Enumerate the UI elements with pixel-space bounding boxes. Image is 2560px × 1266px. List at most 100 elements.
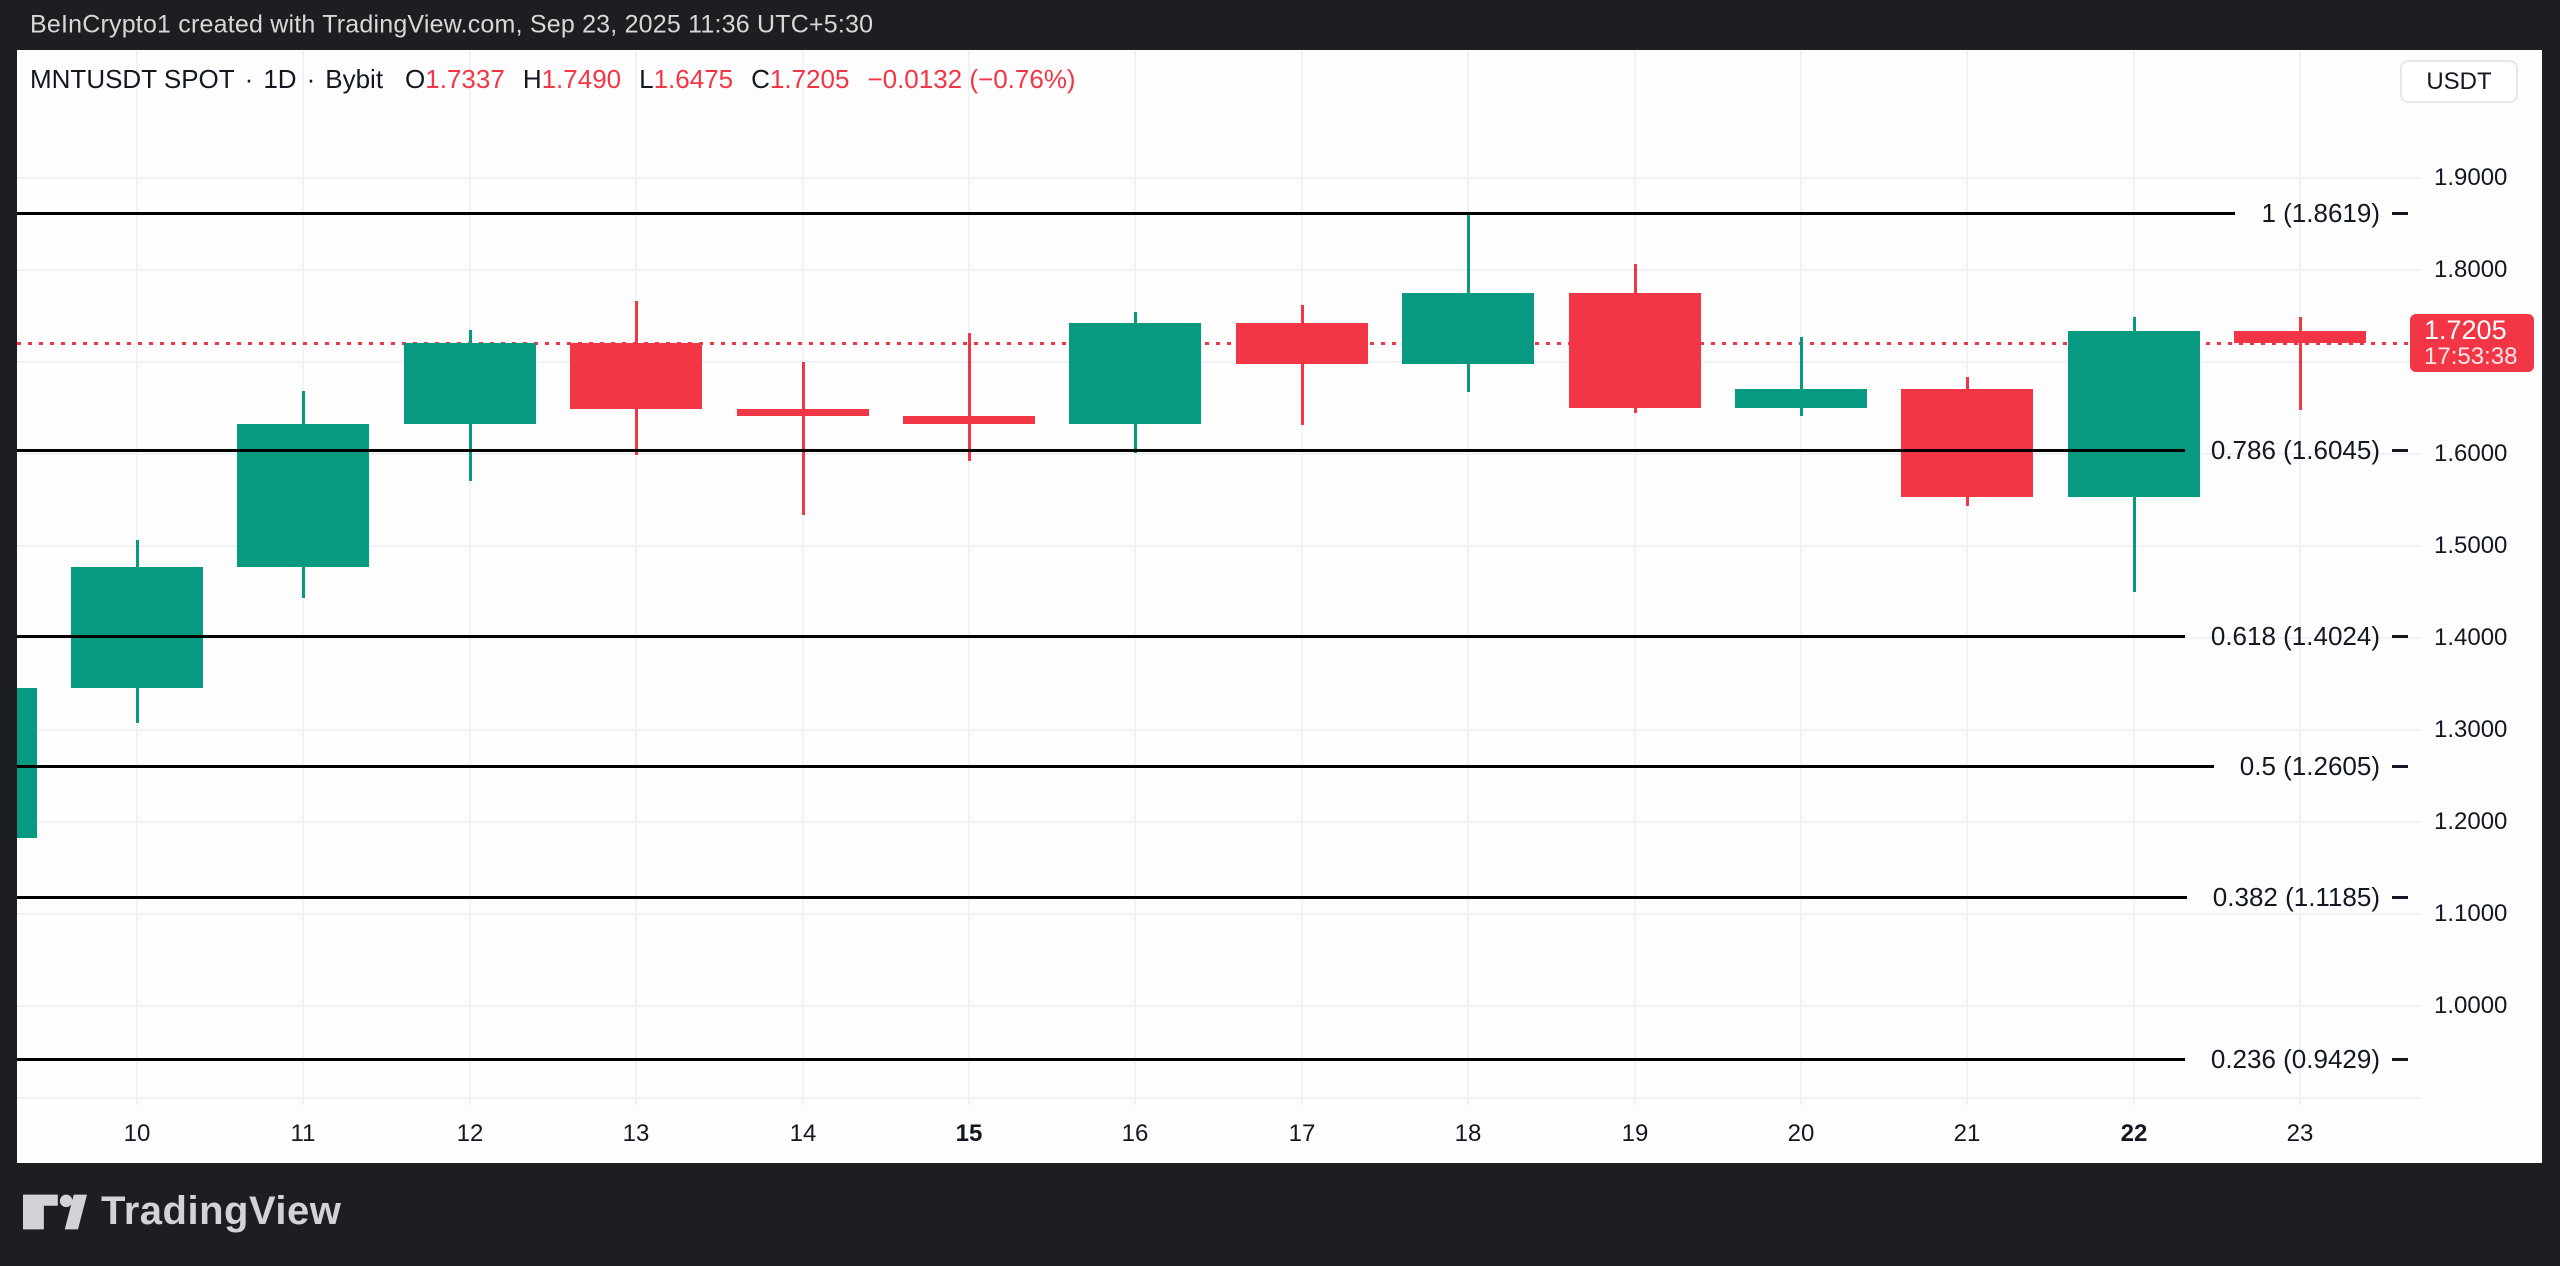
exchange-label: Bybit — [325, 64, 384, 94]
date-tick-17: 17 — [1288, 1120, 1316, 1147]
price-tick-1.2000: 1.2000 — [2434, 808, 2508, 835]
fib-label-0.236: 0.236 (0.9429) — [2210, 1043, 2380, 1074]
last-price-dotted-line — [17, 342, 2420, 345]
fib-label-0.382: 0.382 (1.1185) — [2212, 881, 2380, 912]
date-tick-11: 11 — [290, 1120, 316, 1147]
price-tick-1.0000: 1.0000 — [2434, 992, 2508, 1019]
candle-wick-15 — [968, 333, 971, 461]
price-tick-1.5000: 1.5000 — [2434, 532, 2508, 559]
price-tick-1.3000: 1.3000 — [2434, 716, 2508, 743]
horizontal-gridline — [17, 637, 2420, 639]
horizontal-gridline — [17, 177, 2420, 179]
vertical-gridline — [2299, 50, 2301, 1105]
candle-body-12 — [404, 343, 536, 424]
ohlc-O: O1.7337 — [405, 64, 505, 94]
fib-axis-tick — [2392, 211, 2408, 215]
date-tick-14: 14 — [789, 1120, 817, 1147]
fib-level-0.5: 0.5 (1.2605) — [17, 748, 2408, 784]
candle-wick-14 — [802, 362, 805, 515]
date-tick-21: 21 — [1953, 1120, 1981, 1147]
horizontal-gridline — [17, 913, 2420, 915]
legend-separator: · — [306, 64, 316, 94]
vertical-gridline — [1634, 50, 1636, 1105]
date-tick-16: 16 — [1121, 1120, 1149, 1147]
fib-level-0.236: 0.236 (0.9429) — [17, 1041, 2408, 1077]
candle-body-21 — [1901, 389, 2033, 497]
candle-body-23 — [2234, 331, 2366, 343]
candle-body-18 — [1402, 293, 1534, 364]
fib-level-0.786: 0.786 (1.6045) — [17, 432, 2408, 468]
price-tick-1.4000: 1.4000 — [2434, 624, 2508, 651]
horizontal-gridline — [17, 269, 2420, 271]
tradingview-icon — [23, 1194, 87, 1229]
fib-axis-tick — [2392, 448, 2408, 452]
date-tick-13: 13 — [622, 1120, 650, 1147]
vertical-gridline — [1301, 50, 1303, 1105]
candle-wick-20 — [1800, 337, 1803, 416]
ohlc-L: L1.6475 — [639, 64, 734, 94]
chart-panel: 1 (1.8619) 0.786 (1.6045) 0.618 (1.4024) 0.… — [17, 50, 2542, 1163]
horizontal-gridline — [17, 1097, 2420, 1099]
vertical-gridline — [968, 50, 970, 1105]
last-price-value: 1.7205 — [2424, 315, 2507, 345]
fib-line-0.382 — [17, 895, 2187, 899]
date-tick-10: 10 — [123, 1120, 151, 1147]
price-tick-1.8000: 1.8000 — [2434, 256, 2508, 283]
quote-currency-label: USDT — [2426, 67, 2492, 95]
footer-bar: TradingView — [0, 1163, 2560, 1266]
horizontal-gridline — [17, 729, 2420, 731]
ohlc-values: O1.7337 H1.7490 L1.6475 C1.7205 — [405, 64, 867, 95]
vertical-gridline — [1134, 50, 1136, 1105]
candle-wick-23 — [2299, 317, 2302, 410]
fib-line-1 — [17, 211, 2236, 215]
symbol-legend: MNTUSDT SPOT · 1D · Bybit O1.7337 H1.7490… — [30, 64, 1076, 95]
candle-body-22 — [2068, 331, 2200, 497]
time-axis[interactable]: 10 11 12 13 14 15 16 17 18 19 20 21 22 23 — [17, 1108, 2420, 1163]
date-tick-19: 19 — [1621, 1120, 1649, 1147]
symbol-title[interactable]: MNTUSDT SPOT — [30, 64, 235, 94]
horizontal-gridline — [17, 1005, 2420, 1007]
fib-level-0.618: 0.618 (1.4024) — [17, 618, 2408, 654]
fib-label-1: 1 (1.8619) — [2261, 197, 2380, 228]
candle-body-11 — [237, 424, 369, 567]
chart-plot-area[interactable]: 1 (1.8619) 0.786 (1.6045) 0.618 (1.4024) 0.… — [17, 50, 2420, 1163]
fib-axis-tick — [2392, 764, 2408, 768]
last-price-badge: 1.7205 17:53:38 — [2410, 314, 2534, 372]
vertical-gridline — [1467, 50, 1469, 1105]
price-tick-1.6000: 1.6000 — [2434, 440, 2508, 467]
ohlc-H: H1.7490 — [522, 64, 622, 94]
fib-line-0.5 — [17, 764, 2214, 768]
fib-axis-tick — [2392, 634, 2408, 638]
tradingview-logo-link[interactable]: TradingView — [23, 1189, 341, 1234]
fib-line-0.786 — [17, 448, 2185, 452]
ohlc-C: C1.7205 — [751, 64, 850, 94]
vertical-gridline — [802, 50, 804, 1105]
candle-body-17 — [1236, 323, 1368, 364]
horizontal-gridline — [17, 821, 2420, 823]
date-tick-12: 12 — [456, 1120, 484, 1147]
fib-axis-tick — [2392, 895, 2408, 899]
date-tick-18: 18 — [1454, 1120, 1482, 1147]
date-tick-20: 20 — [1787, 1120, 1815, 1147]
tradingview-wordmark: TradingView — [101, 1189, 342, 1233]
quote-currency-button[interactable]: USDT — [2400, 60, 2518, 103]
interval-label[interactable]: 1D — [263, 64, 297, 94]
price-tick-1.9000: 1.9000 — [2434, 164, 2508, 191]
candle-wick-17 — [1301, 305, 1304, 425]
date-tick-22: 22 — [2120, 1120, 2148, 1147]
attribution-bar: BeInCrypto1 created with TradingView.com… — [0, 0, 2560, 50]
fib-axis-tick — [2392, 1057, 2408, 1061]
price-axis[interactable]: 1.9000 1.8000 1.6000 1.5000 1.4000 1.3000 1.20… — [2420, 50, 2542, 1163]
horizontal-gridline — [17, 545, 2420, 547]
vertical-gridline — [1800, 50, 1802, 1105]
fib-label-0.5: 0.5 (1.2605) — [2239, 750, 2380, 781]
fib-level-0.382: 0.382 (1.1185) — [17, 879, 2408, 915]
candle-body-14 — [737, 409, 869, 416]
vertical-gridline — [635, 50, 637, 1105]
fib-label-0.618: 0.618 (1.4024) — [2210, 620, 2380, 651]
vertical-gridline — [469, 50, 471, 1105]
attribution-text: BeInCrypto1 created with TradingView.com… — [30, 10, 874, 39]
price-tick-1.1000: 1.1000 — [2434, 900, 2508, 927]
legend-separator: · — [244, 64, 254, 94]
horizontal-gridline — [17, 361, 2420, 363]
